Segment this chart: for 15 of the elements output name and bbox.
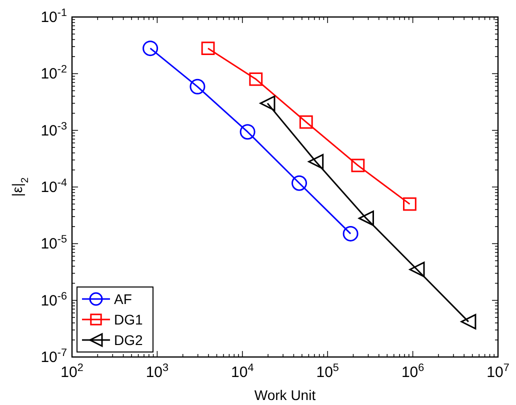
- y-tick-label: 10$^{-2}$: [40, 64, 67, 83]
- legend-label: DG2: [114, 332, 143, 348]
- x-tick-label: 10$^{4}$: [231, 362, 254, 381]
- x-axis-title: Work Unit: [254, 387, 316, 403]
- y-tick-label: 10$^{-3}$: [40, 120, 67, 140]
- x-tick-label: 10$^{3}$: [146, 362, 169, 381]
- y-tick-label: 10$^{-5}$: [40, 234, 67, 253]
- x-tick-label: 10$^{5}$: [316, 362, 339, 381]
- legend-label: AF: [114, 291, 132, 307]
- x-tick-label: 10$^{6}$: [401, 362, 424, 381]
- y-tick-label: 10$^{-6}$: [40, 290, 67, 310]
- y-tick-label: 10$^{-4}$: [40, 177, 67, 196]
- y-tick-label: 10$^{-1}$: [40, 7, 67, 26]
- legend-label: DG1: [114, 312, 143, 328]
- x-tick-label: 10$^{7}$: [486, 362, 510, 381]
